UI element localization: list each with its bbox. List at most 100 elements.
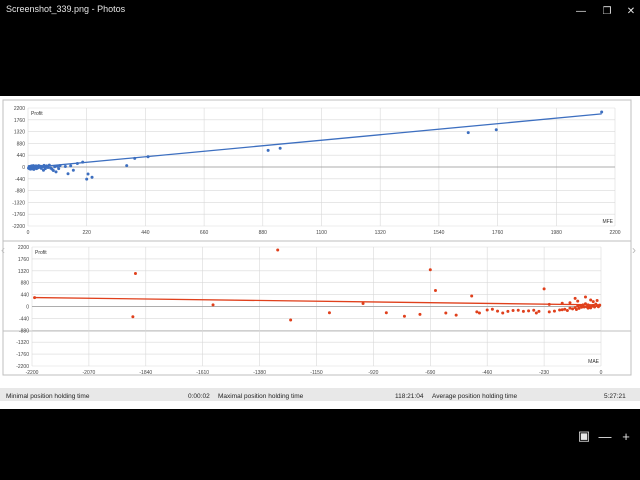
mfe-y-tick: 2200 bbox=[14, 106, 25, 112]
mfe-y-tick: 1320 bbox=[14, 130, 25, 136]
close-icon[interactable]: ✕ bbox=[626, 5, 636, 17]
mfe-ylabel: Profit bbox=[31, 111, 43, 117]
mae-point bbox=[591, 300, 595, 304]
mfe-x-tick: 220 bbox=[83, 230, 92, 236]
mae-x-tick: -1380 bbox=[253, 370, 266, 376]
mae-point bbox=[444, 311, 448, 315]
mae-point bbox=[532, 308, 536, 312]
mae-y-tick: 0 bbox=[26, 305, 29, 311]
mae-point bbox=[496, 309, 500, 313]
mae-point bbox=[589, 298, 593, 302]
mae-point bbox=[586, 306, 590, 310]
mfe-y-tick: 440 bbox=[17, 153, 26, 159]
chevron-left-icon[interactable]: ‹ bbox=[1, 243, 5, 257]
mae-x-tick: -230 bbox=[539, 370, 549, 376]
report-image: 2200176013208804400-440-880-1320-1760-22… bbox=[0, 99, 640, 401]
mae-point bbox=[552, 309, 556, 313]
zoom-in-icon[interactable]: + bbox=[622, 428, 630, 444]
mae-point bbox=[593, 305, 597, 309]
mae-point bbox=[547, 302, 551, 306]
mae-point bbox=[475, 310, 479, 314]
mae-point bbox=[547, 310, 551, 314]
mae-point bbox=[581, 303, 585, 307]
mae-point bbox=[211, 303, 215, 307]
mae-y-tick: -880 bbox=[19, 328, 29, 334]
mfe-point bbox=[85, 177, 89, 181]
mfe-y-tick: -2200 bbox=[12, 224, 25, 230]
mae-point bbox=[580, 305, 584, 309]
mae-point bbox=[576, 304, 580, 308]
mfe-y-tick: -1760 bbox=[12, 212, 25, 218]
mae-y-tick: -2200 bbox=[16, 364, 29, 370]
mfe-point bbox=[63, 164, 67, 168]
mfe-point bbox=[81, 160, 85, 164]
restore-icon[interactable]: ❐ bbox=[602, 5, 612, 17]
minimize-icon[interactable]: — bbox=[576, 5, 586, 17]
mae-x-tick: -690 bbox=[425, 370, 435, 376]
mfe-x-tick: 1540 bbox=[433, 230, 444, 236]
mfe-chart: 2200176013208804400-440-880-1320-1760-22… bbox=[12, 106, 621, 236]
mae-ylabel: Profit bbox=[35, 250, 47, 256]
viewer-bottom-bar bbox=[0, 420, 640, 480]
mae-point bbox=[573, 296, 577, 300]
mfe-x-tick: 660 bbox=[200, 230, 209, 236]
mae-xlabel: MAE bbox=[588, 359, 600, 365]
mae-point bbox=[133, 272, 137, 276]
mae-y-tick: 1760 bbox=[18, 257, 29, 263]
mae-point bbox=[577, 306, 581, 310]
status-bar bbox=[0, 388, 640, 401]
mfe-y-tick: -880 bbox=[15, 189, 25, 195]
mae-y-tick: -1760 bbox=[16, 352, 29, 358]
mfe-point bbox=[75, 162, 79, 166]
mae-point bbox=[598, 303, 602, 307]
mae-point bbox=[477, 311, 481, 315]
mae-point bbox=[33, 296, 37, 300]
mae-chart: 2200 1760 1320 880 440 0 -440 -880 -1320 -1760 -22… bbox=[16, 245, 602, 376]
window-title: Screenshot_339.png - Photos bbox=[6, 4, 126, 14]
mae-point bbox=[361, 302, 365, 306]
mfe-point bbox=[600, 110, 604, 114]
mae-y-tick: -1320 bbox=[16, 340, 29, 346]
mae-point bbox=[563, 307, 567, 311]
mfe-y-tick: 0 bbox=[22, 165, 25, 171]
mfe-trendline bbox=[27, 113, 602, 169]
mae-point bbox=[542, 287, 546, 291]
mfe-point bbox=[55, 164, 59, 168]
mae-x-tick: -460 bbox=[482, 370, 492, 376]
mae-point bbox=[418, 312, 422, 316]
mae-trendline bbox=[34, 296, 602, 306]
mfe-point bbox=[54, 170, 58, 174]
zoom-out-icon[interactable]: — bbox=[598, 428, 612, 444]
mae-point bbox=[454, 313, 458, 317]
mae-x-tick: -1610 bbox=[196, 370, 209, 376]
fit-screen-icon[interactable]: ▣ bbox=[577, 428, 591, 443]
mfe-x-tick: 1760 bbox=[492, 230, 503, 236]
mae-point bbox=[568, 306, 572, 310]
mfe-point bbox=[146, 155, 150, 159]
mfe-point bbox=[71, 168, 75, 172]
mfe-x-tick: 2200 bbox=[609, 230, 620, 236]
max-holding-label: Maximal position holding time bbox=[218, 393, 304, 400]
mae-chart-frame bbox=[2, 240, 632, 376]
mfe-y-tick: -440 bbox=[15, 177, 25, 183]
mae-x-tick: -2070 bbox=[83, 370, 96, 376]
photo-canvas: 2200 1760 1320 880 440 0 -440 -880 -1320 -1760 -22… bbox=[0, 96, 640, 409]
mae-point bbox=[470, 294, 474, 298]
mfe-point bbox=[53, 165, 57, 169]
chevron-right-icon[interactable]: › bbox=[632, 243, 636, 257]
mfe-point bbox=[86, 172, 90, 176]
mfe-point bbox=[66, 172, 70, 176]
mae-point bbox=[565, 309, 569, 313]
title-bar: Screenshot_339.png - Photos bbox=[0, 0, 640, 22]
mfe-xlabel: MFE bbox=[602, 219, 613, 225]
avg-holding-label: Average position holding time bbox=[432, 393, 518, 400]
mae-point bbox=[571, 307, 575, 311]
min-holding-label: Minimal position holding time bbox=[6, 393, 90, 400]
mae-point bbox=[537, 309, 541, 313]
mae-point bbox=[595, 299, 599, 303]
mae-point bbox=[516, 308, 520, 312]
mae-point bbox=[501, 311, 505, 315]
mae-point bbox=[583, 295, 587, 299]
mae-point bbox=[568, 301, 572, 305]
mae-point bbox=[576, 299, 580, 303]
